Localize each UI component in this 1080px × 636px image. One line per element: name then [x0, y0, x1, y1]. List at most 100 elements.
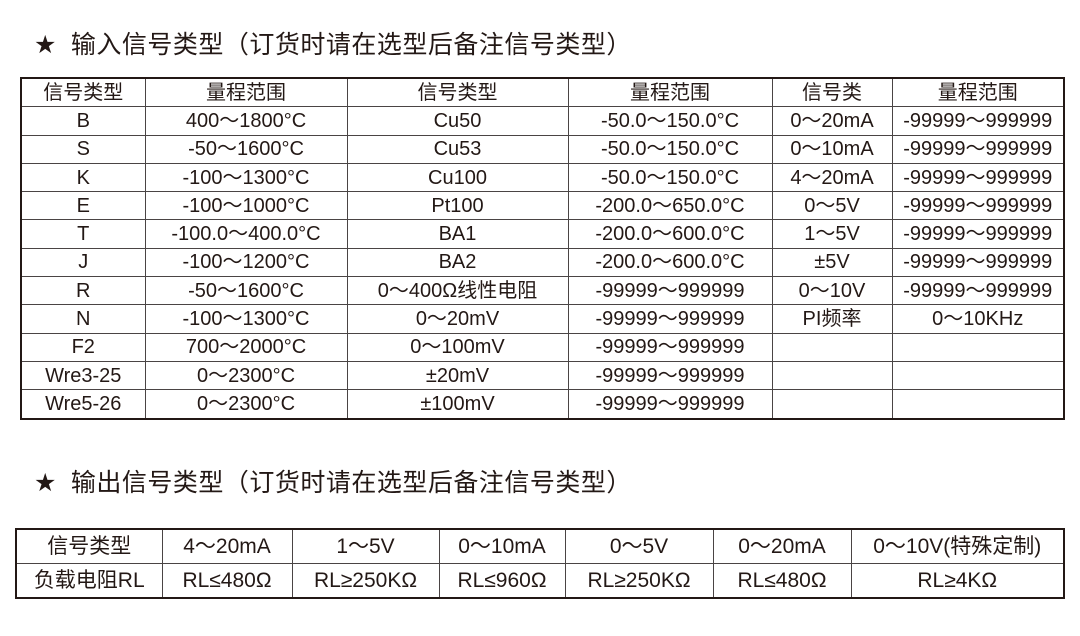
table-row: E -100～1000°C Pt100 -200.0～650.0°C 0～5V -9999… [20, 191, 1065, 221]
table-cell: J [20, 247, 146, 278]
table-cell [771, 332, 893, 362]
table-row: 负载电阻RL RL≤480Ω RL≥250KΩ RL≤960Ω RL≥250KΩ RL≤4… [15, 563, 1065, 599]
table-cell: 0～20mA [712, 528, 852, 564]
table-cell: K [20, 162, 146, 193]
table-row: F2 700～2000°C 0～100mV -99999～999999 [20, 332, 1065, 362]
table-cell: -100～1300°C [144, 304, 348, 334]
table-cell: -50.0～150.0°C [567, 106, 773, 136]
table-cell: -200.0～650.0°C [567, 191, 773, 221]
table-cell: 0～10KHz [891, 304, 1065, 334]
table-cell: 0～20mV [346, 304, 569, 334]
table-row: N -100～1300°C 0～20mV -99999～999999 PI频率 0～10K… [20, 304, 1065, 334]
table-cell: 量程范围 [891, 77, 1065, 108]
table-cell [771, 389, 893, 420]
table-cell: -99999～999999 [891, 191, 1065, 221]
table-cell: 4～20mA [771, 162, 893, 193]
table-cell: -50.0～150.0°C [567, 134, 773, 164]
table-cell: -100～1000°C [144, 191, 348, 221]
table-cell: -99999～999999 [891, 276, 1065, 306]
output-section-title-text: 输出信号类型（订货时请在选型后备注信号类型） [70, 469, 632, 497]
table-cell: 0～5V [771, 191, 893, 221]
table-cell: -50～1600°C [144, 276, 348, 306]
table-cell: Wre5-26 [20, 389, 146, 420]
table-cell: -99999～999999 [567, 360, 773, 391]
table-cell: 0～10mA [438, 528, 566, 564]
table-row: Wre3-25 0～2300°C ±20mV -99999～999999 [20, 360, 1065, 391]
table-cell: F2 [20, 332, 146, 362]
table-cell: 量程范围 [144, 77, 348, 108]
table-cell: -50.0～150.0°C [567, 162, 773, 193]
table-row: B 400～1800°C Cu50 -50.0～150.0°C 0～20mA -99999… [20, 106, 1065, 136]
table-cell: -99999～999999 [567, 389, 773, 420]
input-section-title-text: 输入信号类型（订货时请在选型后备注信号类型） [70, 31, 632, 59]
table-cell: 0～400Ω线性电阻 [346, 276, 569, 306]
output-section-title: ★ 输出信号类型（订货时请在选型后备注信号类型） [34, 463, 632, 499]
table-row: K -100～1300°C Cu100 -50.0～150.0°C 4～20mA -999… [20, 162, 1065, 193]
table-row: R -50～1600°C 0～400Ω线性电阻 -99999～999999 0～10V -… [20, 276, 1065, 306]
table-cell: Cu100 [346, 162, 569, 193]
table-cell: -100～1200°C [144, 247, 348, 278]
table-cell: -50～1600°C [144, 134, 348, 164]
table-cell: ±5V [771, 247, 893, 278]
table-cell: 1～5V [291, 528, 440, 564]
input-signal-table: 信号类型 量程范围 信号类型 量程范围 信号类 量程范围 B 400～1800°C Cu50 -5… [20, 77, 1065, 420]
table-cell: 0～20mA [771, 106, 893, 136]
input-section-title: ★ 输入信号类型（订货时请在选型后备注信号类型） [34, 25, 632, 61]
table-cell: 0～10mA [771, 134, 893, 164]
table-cell: N [20, 304, 146, 334]
table-cell: Pt100 [346, 191, 569, 221]
star-icon: ★ [34, 469, 57, 497]
table-header-row: 信号类型 4～20mA 1～5V 0～10mA 0～5V 0～20mA 0～10V(特殊定制… [15, 528, 1065, 564]
table-cell: -99999～999999 [567, 304, 773, 334]
table-cell: S [20, 134, 146, 164]
table-cell: -99999～999999 [891, 134, 1065, 164]
table-cell: 负载电阻RL [15, 563, 163, 599]
table-cell: -100.0～400.0°C [144, 219, 348, 249]
table-row: Wre5-26 0～2300°C ±100mV -99999～999999 [20, 389, 1065, 420]
table-cell: -100～1300°C [144, 162, 348, 193]
table-cell: 信号类型 [15, 528, 163, 564]
table-cell: -99999～999999 [891, 106, 1065, 136]
table-header-row: 信号类型 量程范围 信号类型 量程范围 信号类 量程范围 [20, 77, 1065, 108]
table-cell [891, 360, 1065, 391]
table-cell: RL≥4KΩ [850, 563, 1065, 599]
table-row: S -50～1600°C Cu53 -50.0～150.0°C 0～10mA -99999… [20, 134, 1065, 164]
table-cell: Cu50 [346, 106, 569, 136]
table-cell: 信号类 [771, 77, 893, 108]
table-row: T -100.0～400.0°C BA1 -200.0～600.0°C 1～5V -999… [20, 219, 1065, 249]
table-cell: E [20, 191, 146, 221]
table-cell: -99999～999999 [567, 276, 773, 306]
table-cell [891, 389, 1065, 420]
table-cell: 0～10V(特殊定制) [850, 528, 1065, 564]
table-cell: -200.0～600.0°C [567, 247, 773, 278]
table-cell: T [20, 219, 146, 249]
table-cell: 0～100mV [346, 332, 569, 362]
table-cell: 0～2300°C [144, 360, 348, 391]
table-cell: RL≥250KΩ [291, 563, 440, 599]
table-cell: -200.0～600.0°C [567, 219, 773, 249]
table-cell: 0～10V [771, 276, 893, 306]
table-cell: 400～1800°C [144, 106, 348, 136]
table-cell: -99999～999999 [891, 219, 1065, 249]
table-cell: RL≤960Ω [438, 563, 566, 599]
table-cell: 量程范围 [567, 77, 773, 108]
table-cell: -99999～999999 [891, 162, 1065, 193]
table-cell: BA2 [346, 247, 569, 278]
table-cell: RL≤480Ω [712, 563, 852, 599]
table-cell: 4～20mA [161, 528, 293, 564]
table-cell: 1～5V [771, 219, 893, 249]
table-cell: RL≤480Ω [161, 563, 293, 599]
table-cell: ±100mV [346, 389, 569, 420]
table-cell: 0～2300°C [144, 389, 348, 420]
table-cell [891, 332, 1065, 362]
table-cell: -99999～999999 [891, 247, 1065, 278]
table-cell: 信号类型 [346, 77, 569, 108]
table-cell: BA1 [346, 219, 569, 249]
table-cell: Wre3-25 [20, 360, 146, 391]
table-cell: 0～5V [564, 528, 714, 564]
table-cell: Cu53 [346, 134, 569, 164]
table-cell: R [20, 276, 146, 306]
star-icon: ★ [34, 31, 57, 59]
table-cell: 700～2000°C [144, 332, 348, 362]
table-cell: -99999～999999 [567, 332, 773, 362]
